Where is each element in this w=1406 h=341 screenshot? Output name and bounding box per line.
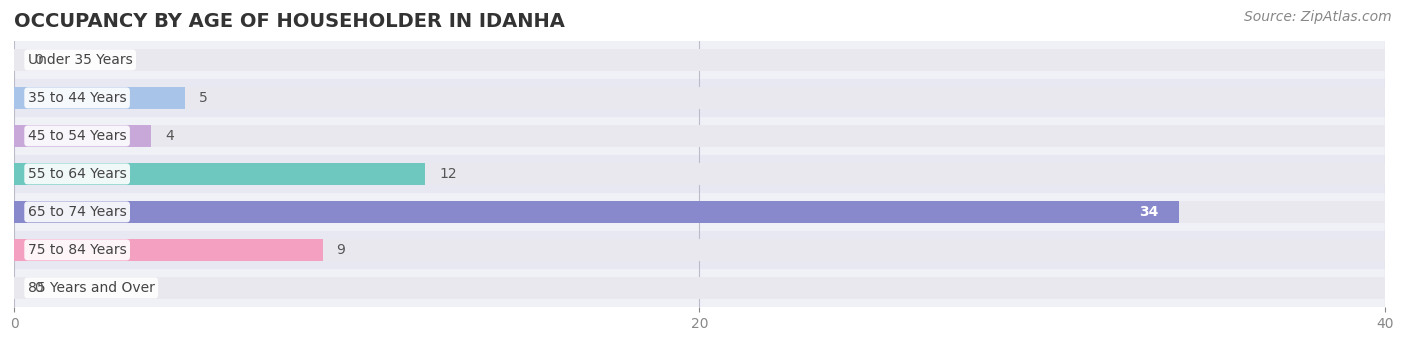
Bar	[14, 163, 425, 185]
Text: 12: 12	[439, 167, 457, 181]
Text: 45 to 54 Years: 45 to 54 Years	[28, 129, 127, 143]
Text: 65 to 74 Years: 65 to 74 Years	[28, 205, 127, 219]
Bar	[14, 87, 186, 109]
Bar	[14, 231, 1385, 269]
Text: 0: 0	[35, 281, 44, 295]
Text: 0: 0	[35, 53, 44, 67]
Text: 5: 5	[200, 91, 208, 105]
Bar	[14, 277, 1385, 299]
Text: 75 to 84 Years: 75 to 84 Years	[28, 243, 127, 257]
Bar	[14, 193, 1385, 231]
Bar	[14, 155, 1385, 193]
Text: 34: 34	[1139, 205, 1159, 219]
Text: 85 Years and Over: 85 Years and Over	[28, 281, 155, 295]
Bar	[14, 87, 1385, 109]
Text: OCCUPANCY BY AGE OF HOUSEHOLDER IN IDANHA: OCCUPANCY BY AGE OF HOUSEHOLDER IN IDANH…	[14, 12, 565, 31]
Bar	[14, 163, 1385, 185]
Text: 55 to 64 Years: 55 to 64 Years	[28, 167, 127, 181]
Bar	[14, 41, 1385, 79]
Text: Under 35 Years: Under 35 Years	[28, 53, 132, 67]
Bar	[14, 117, 1385, 155]
Bar	[14, 48, 1385, 71]
Bar	[14, 124, 152, 147]
Bar	[14, 124, 1385, 147]
Text: 4: 4	[165, 129, 173, 143]
Bar	[14, 201, 1385, 223]
Bar	[14, 269, 1385, 307]
Bar	[14, 201, 1180, 223]
Text: 35 to 44 Years: 35 to 44 Years	[28, 91, 127, 105]
Text: Source: ZipAtlas.com: Source: ZipAtlas.com	[1244, 10, 1392, 24]
Bar	[14, 238, 322, 261]
Text: 9: 9	[336, 243, 344, 257]
Bar	[14, 238, 1385, 261]
Bar	[14, 79, 1385, 117]
